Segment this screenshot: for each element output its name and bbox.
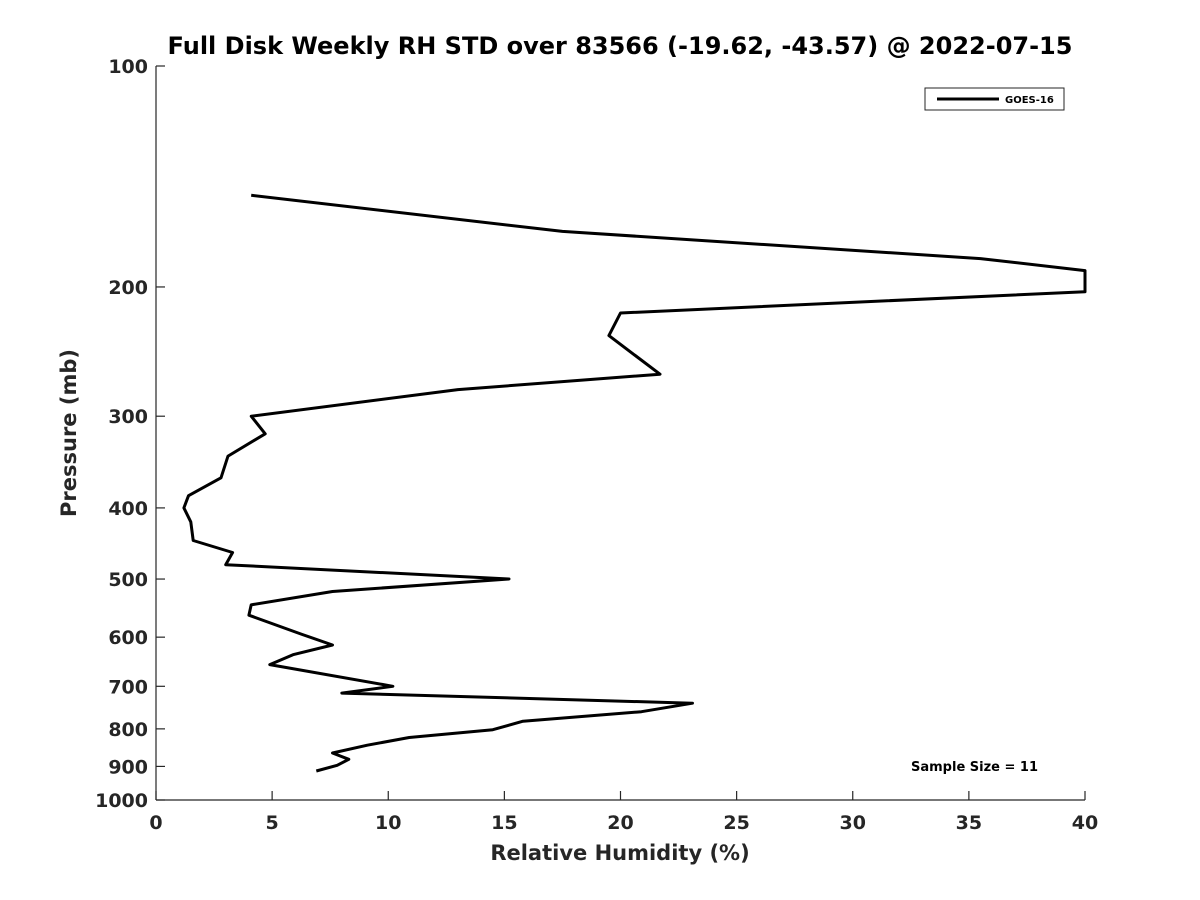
x-ticks: 0 5 10 15 20 25 30 35 40 [149,791,1098,834]
y-tick-label-500: 500 [108,569,148,591]
x-tick-label-0: 0 [149,812,162,834]
legend-label-goes16: GOES-16 [1005,95,1054,106]
y-tick-label-700: 700 [108,676,148,698]
y-tick-label-300: 300 [108,406,148,428]
x-tick-label-20: 20 [607,812,633,834]
y-tick-label-200: 200 [108,277,148,299]
y-ticks: 100 200 300 400 500 600 700 800 900 1000 [95,56,165,812]
x-tick-label-35: 35 [956,812,982,834]
x-tick-label-30: 30 [840,812,866,834]
x-tick-label-15: 15 [491,812,517,834]
y-tick-label-800: 800 [108,719,148,741]
y-tick-label-900: 900 [108,756,148,778]
plot-area [156,66,1085,800]
series-layer [182,193,1087,773]
chart-title: Full Disk Weekly RH STD over 83566 (-19.… [168,32,1073,60]
sample-size-annotation: Sample Size = 11 [911,760,1038,775]
y-tick-label-100: 100 [108,56,148,78]
series-line-goes-16 [182,193,1087,773]
x-tick-label-5: 5 [266,812,279,834]
y-tick-label-1000: 1000 [95,790,148,812]
x-axis-label: Relative Humidity (%) [490,841,749,865]
y-tick-label-400: 400 [108,498,148,520]
x-tick-label-25: 25 [723,812,749,834]
y-tick-label-600: 600 [108,627,148,649]
legend: GOES-16 [924,87,1065,111]
x-tick-label-40: 40 [1072,812,1098,834]
y-axis-label: Pressure (mb) [57,349,81,517]
x-tick-label-10: 10 [375,812,401,834]
